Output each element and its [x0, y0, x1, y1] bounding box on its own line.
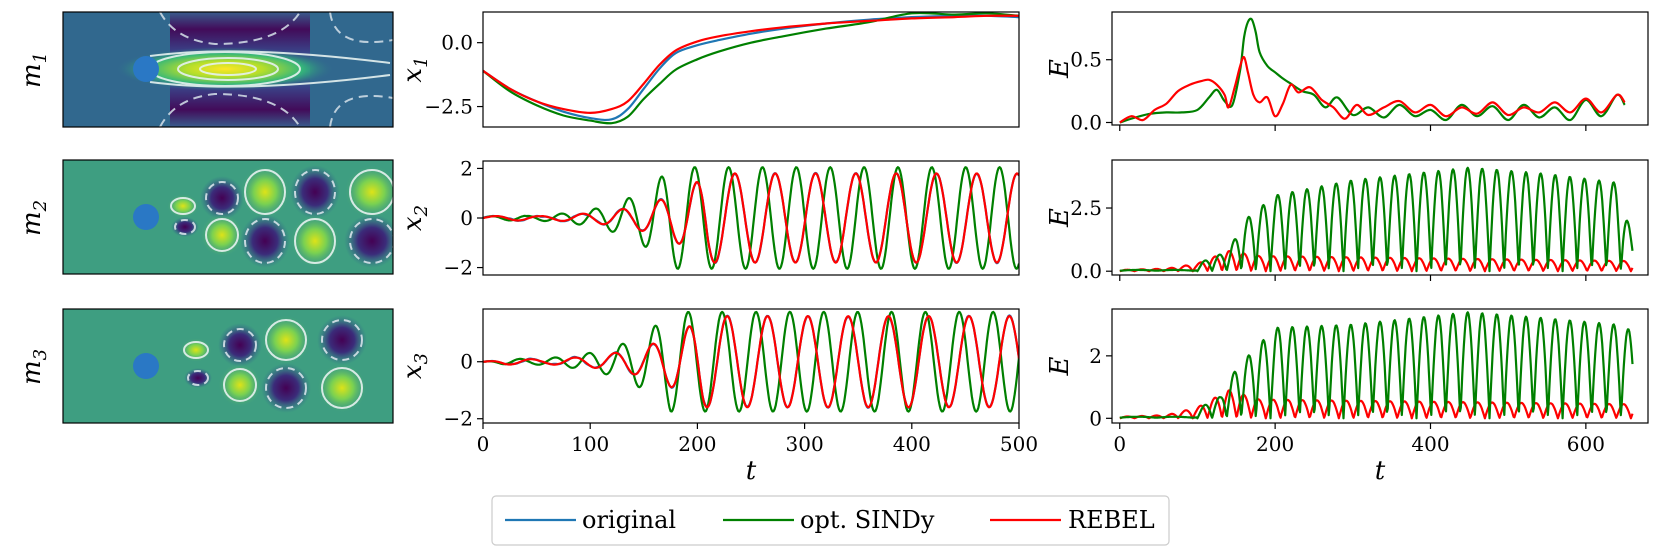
heatmap-m1 [62, 11, 394, 128]
series-rebel [1119, 250, 1634, 273]
ytick-label-E2: 2.5 [1070, 196, 1102, 220]
series-opt-sindy [483, 310, 1019, 413]
plot-area-E3 [1119, 311, 1634, 420]
heatmap-m2-label: m2 [17, 200, 51, 236]
xtick-label-E3: 200 [1256, 432, 1294, 456]
legend-label-rebel: REBEL [1068, 506, 1155, 534]
ytick-label-E2: 0.0 [1070, 259, 1102, 283]
xtick-label-x3: 200 [678, 432, 716, 456]
series-opt-sindy [483, 12, 1019, 125]
ylabel-x1: x1 [398, 56, 432, 82]
panel-E1: 0.5 0.0 E [1045, 11, 1649, 134]
panel-frame [1111, 11, 1649, 126]
ylabel-E2: E [1045, 208, 1075, 228]
plot-area-x3 [483, 310, 1019, 413]
ytick-label-x2: −2 [444, 256, 473, 280]
series-original [483, 14, 1019, 122]
series-rebel [1119, 55, 1626, 124]
legend-frame [491, 495, 1170, 546]
heatmap-m3-label: m3 [17, 349, 51, 385]
xtick-label-E3: 400 [1411, 432, 1449, 456]
series-rebel [1119, 389, 1634, 420]
xtick-label-x3: 500 [1000, 432, 1038, 456]
panel-x2: 2 0 −2 x2 [398, 156, 1020, 280]
series-opt-sindy [1119, 311, 1634, 420]
plot-area-E2 [1119, 166, 1634, 273]
ylabel-E1: E [1045, 59, 1075, 79]
xtick-label-E3: 0 [1113, 432, 1126, 456]
panel-frame [482, 160, 1020, 276]
ytick-label-x3: −2 [444, 407, 473, 431]
panel-x1: 0.0 −2.5 x1 [398, 11, 1020, 128]
ytick-label-x2: 2 [460, 156, 473, 180]
series-rebel [483, 14, 1019, 114]
ylabel-x2: x2 [398, 205, 432, 231]
ytick-label-E1: 0.0 [1070, 110, 1102, 134]
xlabel-x3: t [746, 456, 757, 486]
xtick-label-x3: 0 [477, 432, 490, 456]
xlabel-E3: t [1375, 456, 1386, 486]
ylabel-E3: E [1045, 356, 1075, 376]
xtick-label-x3: 300 [786, 432, 824, 456]
series-opt-sindy [1119, 166, 1634, 273]
series-opt-sindy [1119, 17, 1626, 124]
panel-frame [482, 11, 1020, 128]
panel-frame [1111, 308, 1649, 424]
ytick-label-x1: −2.5 [424, 95, 473, 119]
ytick-label-E3: 2 [1089, 344, 1102, 368]
legend-label-original: original [582, 506, 676, 534]
series-opt-sindy [483, 166, 1019, 270]
ytick-label-x3: 0 [460, 350, 473, 374]
xtick-label-E3: 600 [1567, 432, 1605, 456]
ytick-label-E3: 0 [1089, 406, 1102, 430]
plot-area-E1 [1119, 17, 1626, 124]
ylabel-x3: x3 [398, 353, 432, 379]
series-rebel [483, 315, 1019, 409]
xtick-label-x3: 100 [571, 432, 609, 456]
ytick-label-x1: 0.0 [441, 31, 473, 55]
panel-E2: 2.5 0.0 E [1045, 159, 1649, 283]
ytick-label-x2: 0 [460, 206, 473, 230]
heatmap-m1-label: m1 [17, 52, 51, 88]
plot-area-x2 [483, 166, 1019, 270]
panel-frame [482, 308, 1020, 424]
heatmap-m3 [62, 308, 394, 424]
legend: original opt. SINDy REBEL [491, 495, 1170, 546]
panel-frame [1111, 159, 1649, 276]
plot-area-x1 [483, 12, 1019, 125]
series-rebel [483, 172, 1019, 264]
heatmap-m2 [62, 159, 394, 275]
xtick-label-x3: 400 [893, 432, 931, 456]
ytick-label-E1: 0.5 [1070, 48, 1102, 72]
legend-label-sindy: opt. SINDy [800, 506, 935, 534]
